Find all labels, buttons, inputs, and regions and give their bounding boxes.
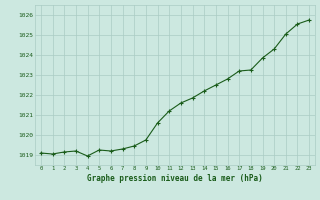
X-axis label: Graphe pression niveau de la mer (hPa): Graphe pression niveau de la mer (hPa) bbox=[87, 174, 263, 183]
